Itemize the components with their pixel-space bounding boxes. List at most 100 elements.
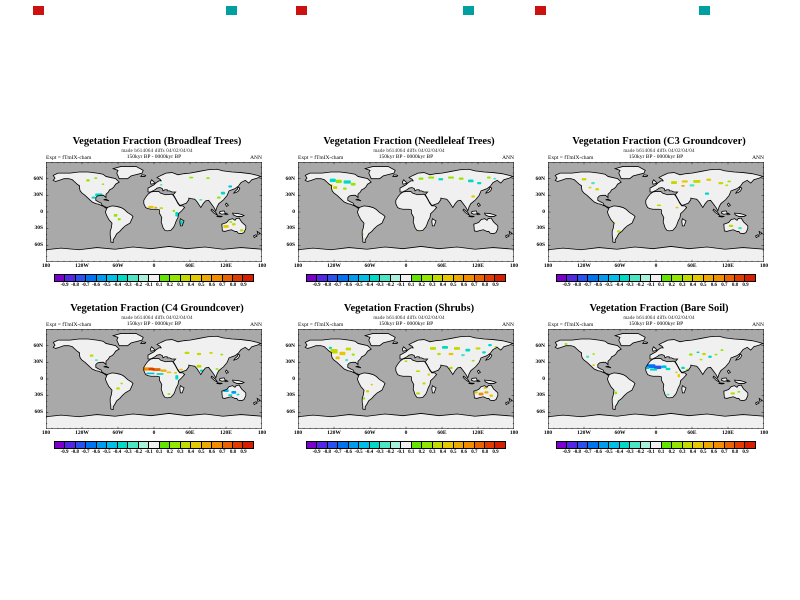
lon-tick-label: 60E <box>687 430 697 436</box>
colorbar-tick-label: 0.3 <box>429 450 436 455</box>
colorbar-tick-label: -0.4 <box>113 283 122 288</box>
panel-meta: Expt = fTmIX-cham 150kyr BP - 0000kyr BP… <box>46 321 262 329</box>
colorbar-segment <box>307 442 318 448</box>
colorbar-segment <box>359 275 370 281</box>
colorbar-tick-label: 0.8 <box>731 450 739 455</box>
colorbar-tick-label: 0.3 <box>429 283 436 288</box>
colorbar-segment <box>75 275 87 281</box>
panel-meta: Expt = fTmIX-cham 150kyr BP - 0000kyr BP… <box>548 154 764 162</box>
panel-stamp: made b614064 diffs 04/02/04/04 <box>623 149 695 154</box>
colorbar-segment <box>96 275 108 281</box>
colorbar-segment <box>557 442 568 448</box>
colorbar-tick-label: 0.9 <box>492 450 499 455</box>
colorbar-tick-label: -0.1 <box>396 283 405 288</box>
lon-axis-labels: 180 120W 60W 0 60E 120E 180 <box>42 429 266 437</box>
lon-tick-label: 0 <box>152 430 156 436</box>
panel-stamp: made b614064 diffs 04/02/04/04 <box>121 316 193 321</box>
colorbar-segment <box>149 442 160 448</box>
colorbar-segment <box>222 442 233 448</box>
lon-tick-label: 60E <box>185 263 195 269</box>
continents <box>548 166 764 262</box>
colorbar-tick-label: 0.9 <box>240 450 247 455</box>
colorbar-segment <box>745 275 755 281</box>
season-label: ANN <box>250 322 262 328</box>
panel-title: Vegetation Fraction (Bare Soil) <box>589 303 729 314</box>
colorbar-segment <box>128 442 139 448</box>
colorbar-segment <box>724 442 735 448</box>
panel-broadleaf-trees: Vegetation Fraction (Broadleaf Trees) ma… <box>28 136 272 300</box>
page-mark <box>535 6 546 15</box>
map-container <box>46 329 262 429</box>
world-map <box>298 162 514 262</box>
colorbar-tick-label: -0.2 <box>636 450 645 455</box>
colorbar-segment <box>714 275 725 281</box>
lon-tick-label: 60E <box>437 263 447 269</box>
colorbar-segment <box>86 442 97 448</box>
lon-tick-label: 180 <box>293 263 303 269</box>
lon-tick-label: 120W <box>327 263 341 269</box>
colorbar-segment <box>432 442 444 448</box>
colorbar-tick-label: 0.6 <box>460 283 468 288</box>
lat-axis-labels: 60N 30N 0 30S 60S <box>280 329 298 429</box>
map-container <box>548 329 764 429</box>
colorbar-segment <box>567 442 578 448</box>
panel-stamp: made b614064 diffs 04/02/04/04 <box>373 149 445 154</box>
colorbar-tick-label: -0.3 <box>123 450 132 455</box>
lon-tick-label: 180 <box>41 263 51 269</box>
colorbar-segment <box>693 442 704 448</box>
lat-tick-label: 0 <box>40 208 43 215</box>
colorbar-tick-label: -0.1 <box>396 450 405 455</box>
colorbar-tick-label: 0.3 <box>177 450 184 455</box>
lat-tick-label: 30S <box>536 225 545 231</box>
colorbar-segment <box>422 275 433 281</box>
colorbar-tick-label: -0.9 <box>60 283 69 288</box>
colorbar-tick-label: -0.3 <box>625 450 634 455</box>
colorbar-tick-label: 0.7 <box>721 450 728 455</box>
colorbar-segment <box>170 442 181 448</box>
colorbar-segment <box>661 275 673 281</box>
colorbar-segment <box>180 275 192 281</box>
lon-tick-label: 120E <box>722 263 734 269</box>
colorbar-tick-label: 0.5 <box>198 450 205 455</box>
colorbar-tick-label: 0.3 <box>679 283 686 288</box>
colorbar-segment <box>693 275 704 281</box>
colorbar-segment <box>212 442 223 448</box>
colorbar-segment <box>232 442 244 448</box>
colorbar-segment <box>630 442 641 448</box>
colorbar-tick-label: 0.1 <box>156 283 163 288</box>
lat-tick-label: 30N <box>33 359 43 365</box>
lat-tick-label: 60S <box>34 241 43 248</box>
colorbar-segment <box>703 442 715 448</box>
colorbar-tick-label: 0.4 <box>439 283 446 288</box>
continents <box>298 166 514 262</box>
colorbar-tick-label: -0.3 <box>375 283 384 288</box>
lat-tick-label: 30S <box>536 392 545 398</box>
colorbar-tick-label: 0.1 <box>408 450 415 455</box>
lat-tick-label: 0 <box>292 208 295 215</box>
panel-shrubs: Vegetation Fraction (Shrubs) made b61406… <box>280 303 524 467</box>
lon-tick-label: 60W <box>364 430 376 436</box>
lat-tick-label: 0 <box>542 208 545 215</box>
panel-title: Vegetation Fraction (Broadleaf Trees) <box>72 136 242 147</box>
colorbar <box>306 441 506 449</box>
colorbar-segment <box>577 442 589 448</box>
panel-title: Vegetation Fraction (Shrubs) <box>343 303 475 314</box>
lon-tick-label: 60E <box>185 430 195 436</box>
colorbar-segment <box>86 275 97 281</box>
colorbar-segment <box>474 442 485 448</box>
colorbar-segment <box>317 275 328 281</box>
colorbar-segment <box>651 442 662 448</box>
colorbar-segment <box>390 442 402 448</box>
colorbar-segment <box>672 275 683 281</box>
panel-stamp: made b614064 diffs 04/02/04/04 <box>373 316 445 321</box>
colorbar-labels: -0.9 -0.8 -0.7 -0.6 -0.5 -0.4 -0.3 -0.2 -0.1 0.1 0… <box>556 282 756 289</box>
colorbar-tick-label: -0.8 <box>323 283 332 288</box>
colorbar-tick-label: 0.1 <box>408 283 415 288</box>
map-container <box>298 162 514 262</box>
colorbar-segment <box>359 442 370 448</box>
colorbar-tick-label: -0.9 <box>562 283 571 288</box>
colorbar-segment <box>348 275 360 281</box>
experiment-label: Expt = fTmIX-cham <box>46 322 92 328</box>
colorbar-tick-label: 0.4 <box>439 450 446 455</box>
lon-axis-labels: 180 120W 60W 0 60E 120E 180 <box>294 262 518 270</box>
